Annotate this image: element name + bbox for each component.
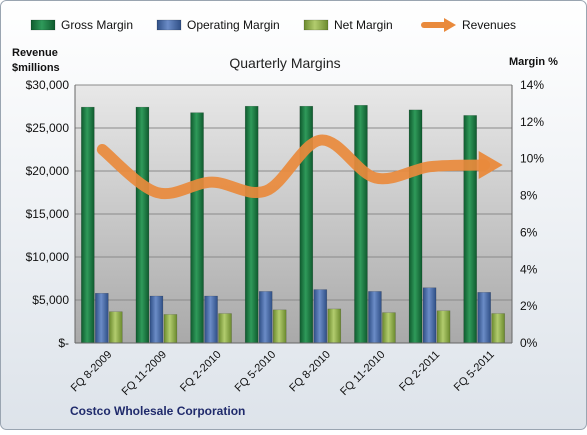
bar-gross-margin — [81, 107, 94, 343]
bar-operating-margin — [368, 291, 381, 343]
legend-item-operating-margin: Operating Margin — [157, 18, 280, 32]
legend-swatch — [157, 20, 181, 30]
left-tick-label: $20,000 — [26, 164, 70, 178]
bar-operating-margin — [314, 290, 327, 343]
right-tick-label: 12% — [520, 115, 544, 129]
bar-operating-margin — [259, 291, 272, 343]
bar-net-margin — [437, 311, 450, 343]
left-tick-label: $30,000 — [26, 78, 70, 92]
right-tick-label: 2% — [520, 299, 538, 313]
bar-net-margin — [109, 312, 122, 343]
bar-net-margin — [219, 314, 232, 343]
legend-label: Gross Margin — [61, 18, 133, 32]
right-tick-label: 8% — [520, 189, 538, 203]
left-tick-label: $25,000 — [26, 121, 70, 135]
legend-swatch — [31, 20, 55, 30]
legend-label: Net Margin — [334, 18, 393, 32]
bar-operating-margin — [150, 296, 163, 343]
bar-gross-margin — [191, 113, 204, 343]
right-tick-label: 6% — [520, 225, 538, 239]
right-tick-label: 10% — [520, 152, 544, 166]
bar-gross-margin — [409, 110, 422, 343]
legend-item-net-margin: Net Margin — [304, 18, 393, 32]
bar-net-margin — [164, 314, 177, 343]
bar-operating-margin — [205, 296, 218, 343]
bar-operating-margin — [478, 292, 491, 343]
bar-net-margin — [273, 310, 286, 343]
bar-operating-margin — [95, 293, 108, 343]
bar-net-margin — [492, 314, 505, 343]
right-tick-label: 4% — [520, 262, 538, 276]
bar-gross-margin — [354, 105, 367, 343]
left-tick-label: $- — [58, 336, 69, 350]
left-tick-label: $5,000 — [32, 293, 69, 307]
right-tick-label: 14% — [520, 78, 544, 92]
legend-label: Operating Margin — [187, 18, 280, 32]
bar-gross-margin — [245, 106, 258, 343]
legend-item-gross-margin: Gross Margin — [31, 18, 133, 32]
bar-operating-margin — [423, 288, 436, 343]
right-axis-label: Margin % — [509, 56, 558, 68]
right-tick-label: 0% — [520, 336, 538, 350]
left-tick-label: $10,000 — [26, 250, 70, 264]
chart-title: Quarterly Margins — [229, 55, 340, 71]
left-tick-label: $15,000 — [26, 207, 70, 221]
legend-label: Revenues — [462, 18, 516, 32]
bar-net-margin — [382, 313, 395, 343]
company-name: Costco Wholesale Corporation — [70, 404, 245, 418]
bar-gross-margin — [464, 115, 477, 343]
left-axis-label-line2: $millions — [12, 62, 60, 74]
bar-net-margin — [328, 309, 341, 343]
legend-swatch — [304, 20, 328, 30]
left-axis-label-line1: Revenue — [12, 47, 58, 59]
bar-gross-margin — [136, 107, 149, 343]
